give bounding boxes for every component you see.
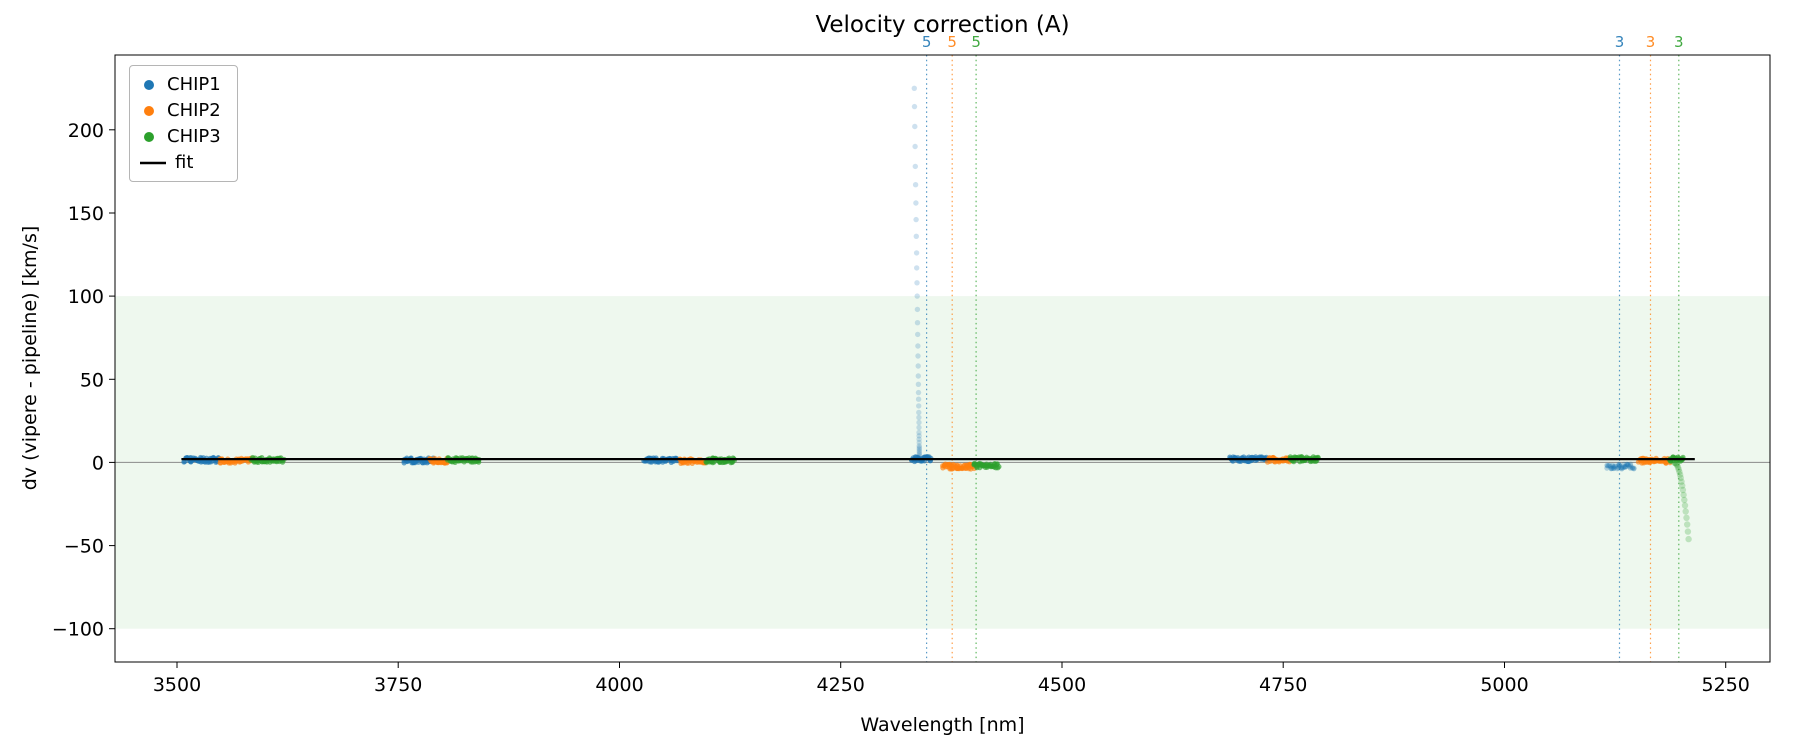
fit-line-icon: [140, 161, 166, 164]
svg-text:150: 150: [68, 203, 104, 225]
legend: CHIP1 CHIP2 CHIP3 fit: [129, 65, 238, 182]
legend-label-chip3: CHIP3: [167, 126, 221, 147]
svg-text:4750: 4750: [1259, 674, 1307, 696]
svg-text:3: 3: [1646, 33, 1656, 51]
svg-text:200: 200: [68, 120, 104, 142]
legend-item-chip1: CHIP1: [140, 74, 221, 95]
svg-text:−50: −50: [64, 536, 104, 558]
legend-item-chip2: CHIP2: [140, 100, 221, 121]
svg-text:5250: 5250: [1702, 674, 1750, 696]
svg-text:5: 5: [947, 33, 957, 51]
svg-text:100: 100: [68, 286, 104, 308]
legend-label-fit: fit: [175, 152, 194, 173]
svg-text:5: 5: [971, 33, 981, 51]
x-axis-label: Wavelength [nm]: [860, 714, 1025, 736]
legend-label-chip1: CHIP1: [167, 74, 221, 95]
svg-text:3750: 3750: [374, 674, 422, 696]
axis-ticks: 3500 3750 4000 4250 4500 4750 5000 5250 −100 −50 0…: [52, 120, 1750, 696]
chip1-marker-icon: [144, 79, 154, 90]
svg-text:4000: 4000: [595, 674, 643, 696]
chart-title: Velocity correction (A): [815, 12, 1070, 38]
legend-label-chip2: CHIP2: [167, 100, 221, 121]
svg-text:50: 50: [80, 369, 104, 391]
svg-text:0: 0: [92, 452, 104, 474]
svg-text:3: 3: [1674, 33, 1684, 51]
y-axis-label: dv (vipere - pipeline) [km/s]: [19, 225, 41, 491]
chip3-marker-icon: [144, 131, 154, 142]
legend-item-chip3: CHIP3: [140, 126, 221, 147]
svg-text:4500: 4500: [1038, 674, 1086, 696]
chip2-marker-icon: [144, 105, 154, 116]
svg-text:−100: −100: [52, 619, 104, 641]
axes-frame: [114, 54, 1771, 663]
svg-text:3: 3: [1615, 33, 1625, 51]
svg-text:4250: 4250: [817, 674, 865, 696]
svg-text:5: 5: [922, 33, 932, 51]
svg-text:5000: 5000: [1480, 674, 1528, 696]
svg-text:3500: 3500: [153, 674, 201, 696]
legend-item-fit: fit: [140, 152, 221, 173]
